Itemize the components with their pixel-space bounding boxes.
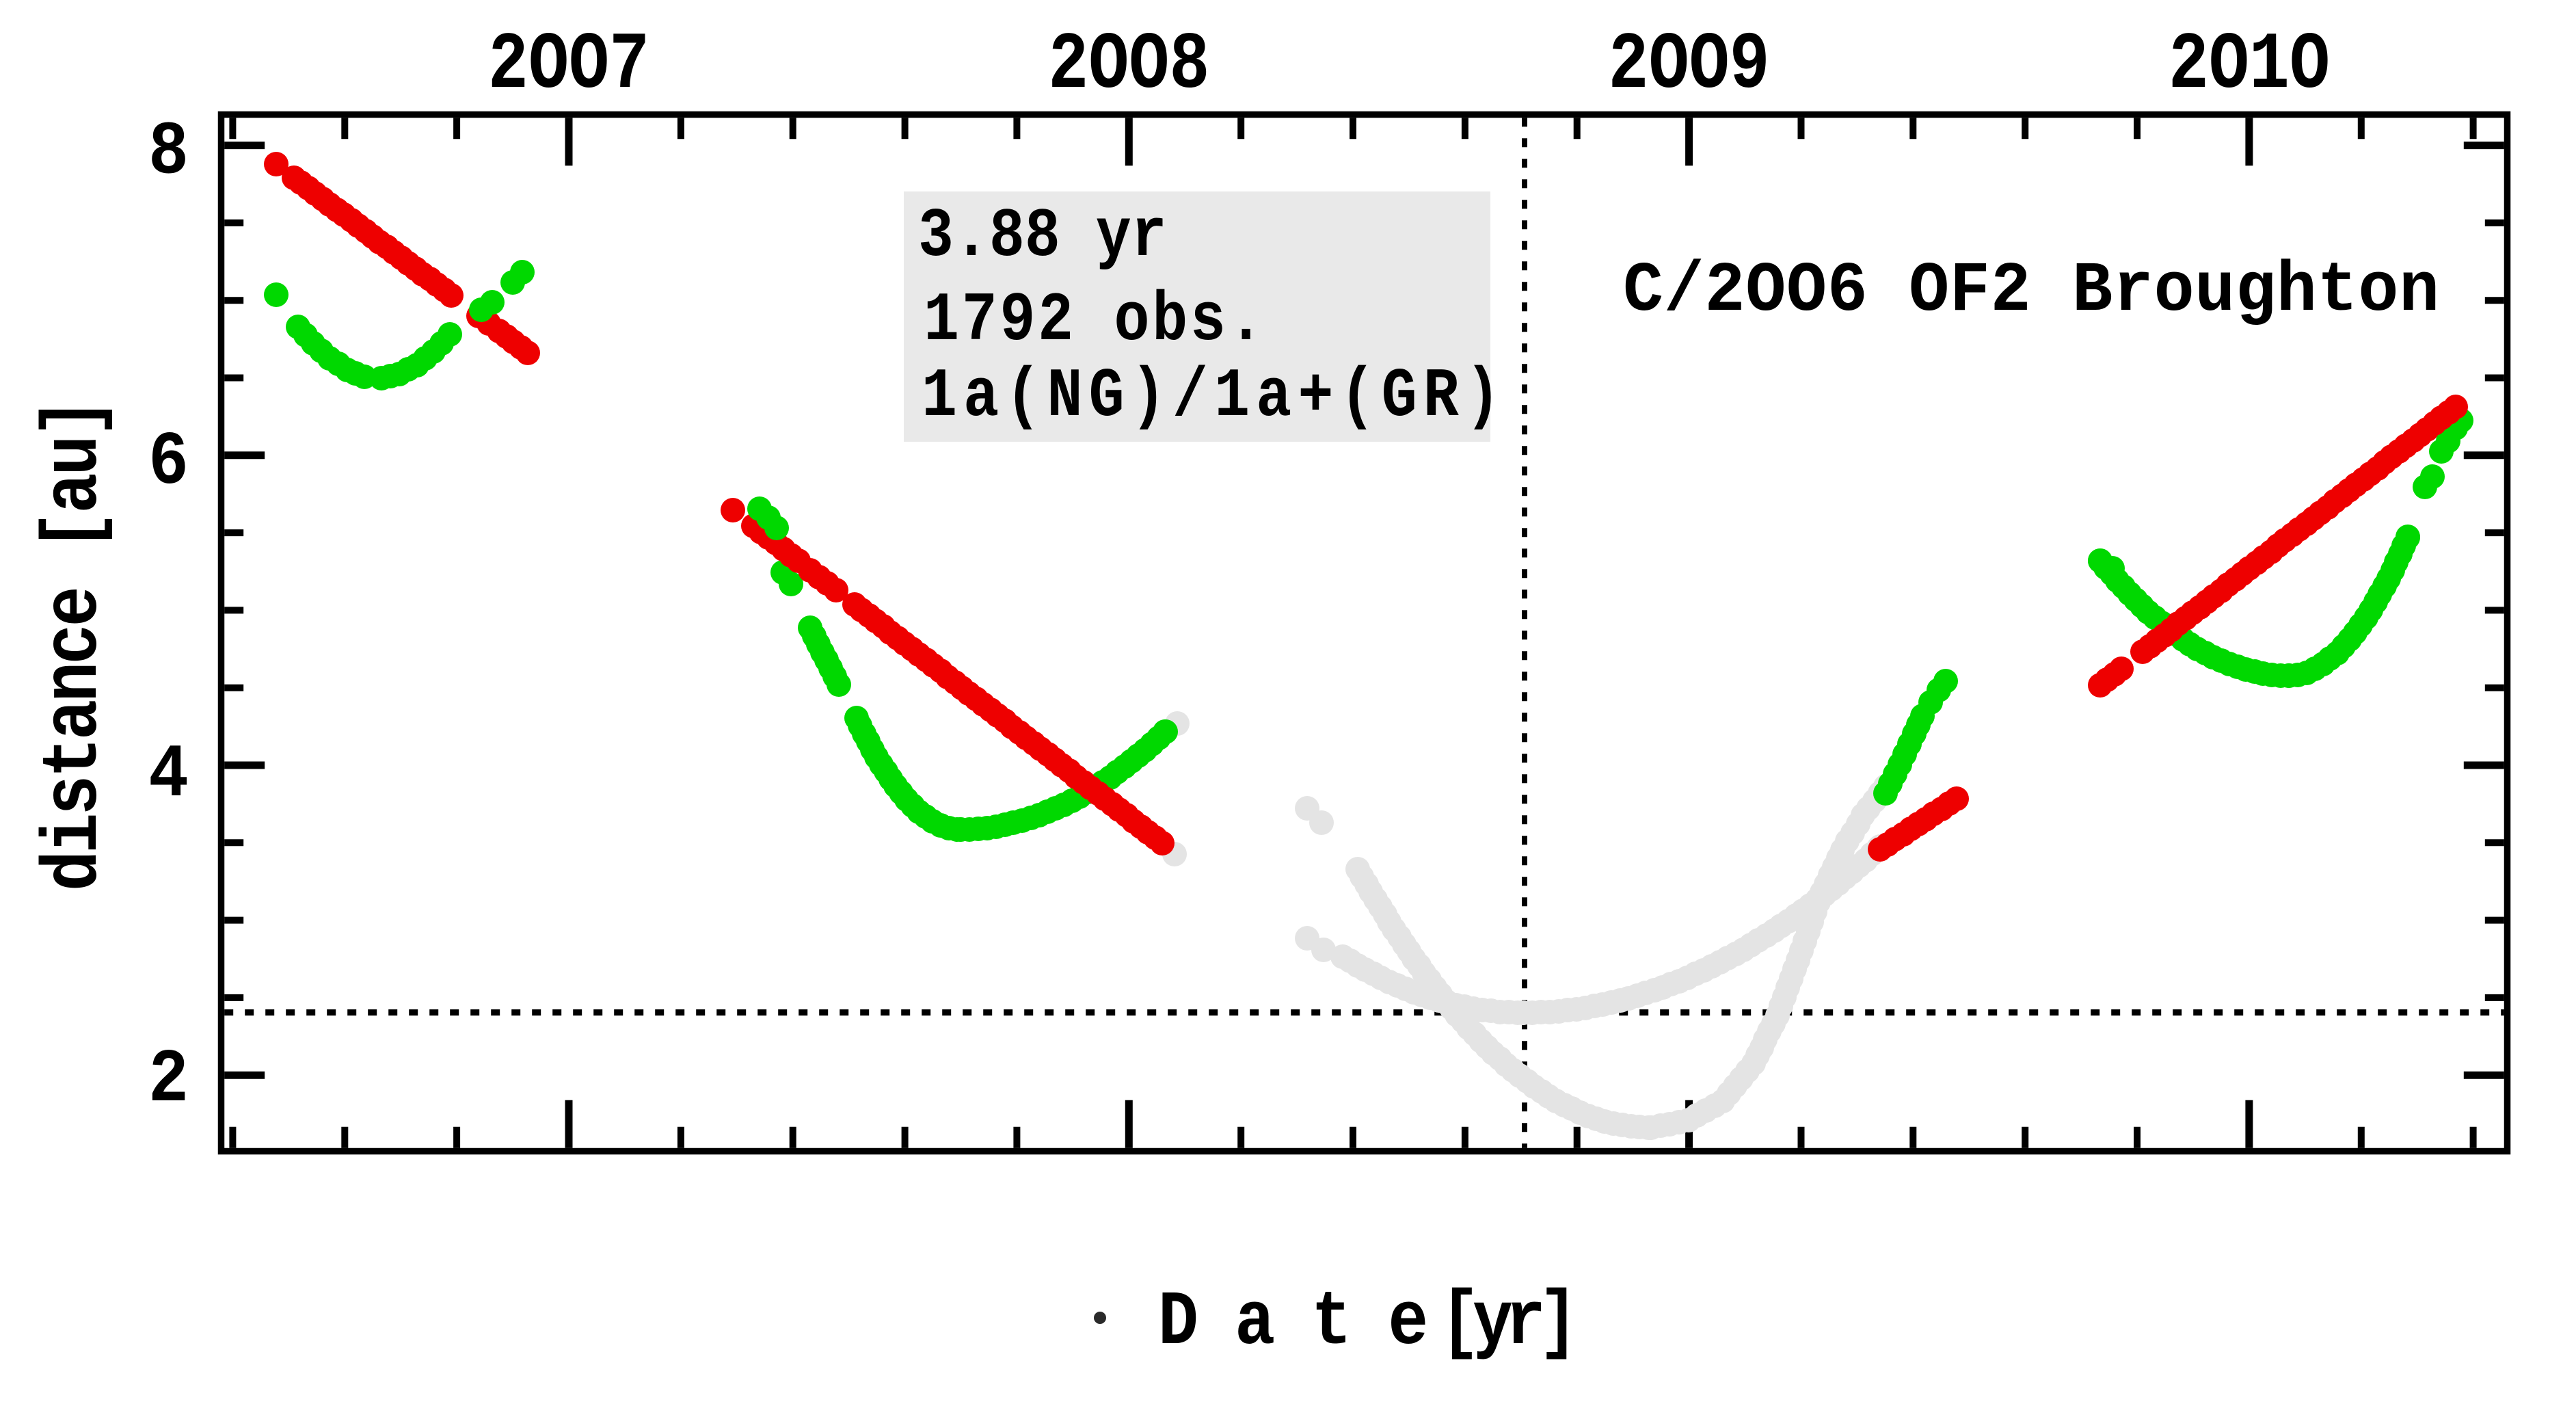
svg-text:3.88 yr: 3.88 yr xyxy=(918,198,1167,276)
svg-text:[yr]: [yr] xyxy=(1440,1279,1571,1366)
svg-text:4: 4 xyxy=(148,733,189,818)
svg-text:8: 8 xyxy=(148,111,189,196)
svg-text:2OO8: 2OO8 xyxy=(1048,20,1209,111)
svg-text:distance [au]: distance [au] xyxy=(31,400,120,891)
svg-text:2OO9: 2OO9 xyxy=(1609,20,1770,111)
svg-text:2O1O: 2O1O xyxy=(2169,20,2330,111)
svg-text:2OO7: 2OO7 xyxy=(488,20,649,111)
svg-text:2: 2 xyxy=(148,1038,189,1123)
svg-text:1a(NG)/1a+(GR): 1a(NG)/1a+(GR) xyxy=(922,358,1507,436)
svg-text:D a t e: D a t e xyxy=(1158,1279,1426,1366)
svg-text:C/2OO6 OF2 Broughton: C/2OO6 OF2 Broughton xyxy=(1623,252,2440,332)
svg-text:1792 obs.: 1792 obs. xyxy=(924,282,1266,360)
svg-text:6: 6 xyxy=(148,421,189,505)
